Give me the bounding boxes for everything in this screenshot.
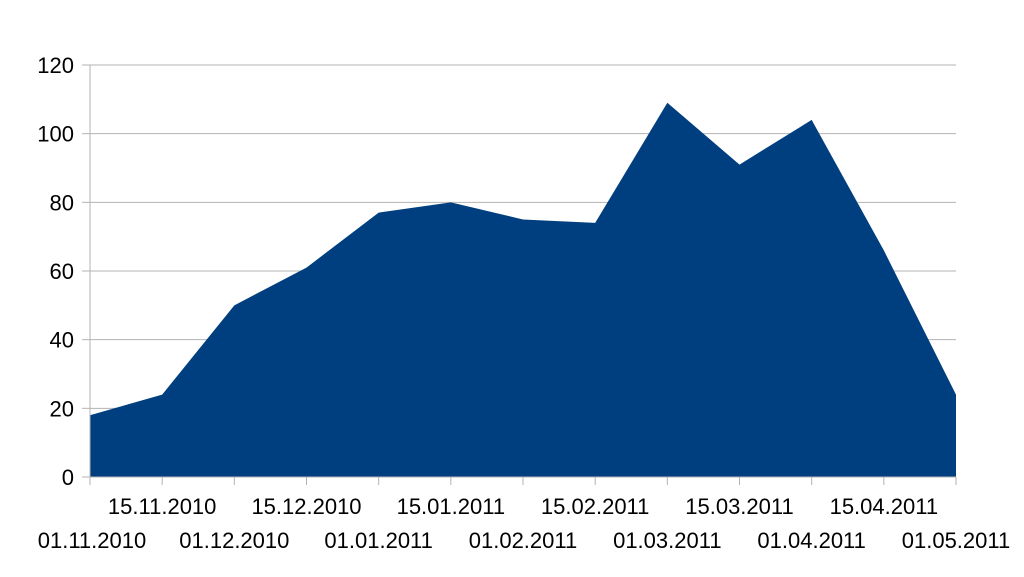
x-tick-labels: 01.11.2010 15.11.2010 01.12.2010 15.12.2010… <box>38 494 1010 553</box>
x-tick-label: 15.01.2011 <box>397 494 505 519</box>
x-tick-label: 15.03.2011 <box>685 494 793 519</box>
x-tick-label: 01.02.2011 <box>469 528 577 553</box>
x-tick-label: 01.03.2011 <box>613 528 721 553</box>
x-tick-label: 01.05.2011 <box>902 528 1010 553</box>
x-tick-label: 01.04.2011 <box>757 528 865 553</box>
axes <box>82 64 957 485</box>
x-tick-label: 15.04.2011 <box>830 494 938 519</box>
y-tick-label: 100 <box>37 122 74 147</box>
y-tick-label: 0 <box>62 465 74 490</box>
x-tick-label: 01.12.2010 <box>179 528 289 553</box>
y-tick-label: 80 <box>50 190 74 215</box>
x-tick-label: 15.12.2010 <box>251 494 361 519</box>
y-tick-label: 40 <box>50 328 74 353</box>
x-tick-label: 01.01.2011 <box>324 528 432 553</box>
x-tick-label: 15.02.2011 <box>541 494 649 519</box>
series-area <box>90 102 956 478</box>
x-tick-label: 01.11.2010 <box>38 528 146 553</box>
y-tick-label: 20 <box>50 396 74 421</box>
y-tick-label: 60 <box>50 259 74 284</box>
y-tick-labels: 0 20 40 60 80 100 120 <box>37 53 74 490</box>
y-tick-label: 120 <box>37 53 74 78</box>
series-area-fill <box>90 102 956 478</box>
x-tick-label: 15.11.2010 <box>108 494 216 519</box>
